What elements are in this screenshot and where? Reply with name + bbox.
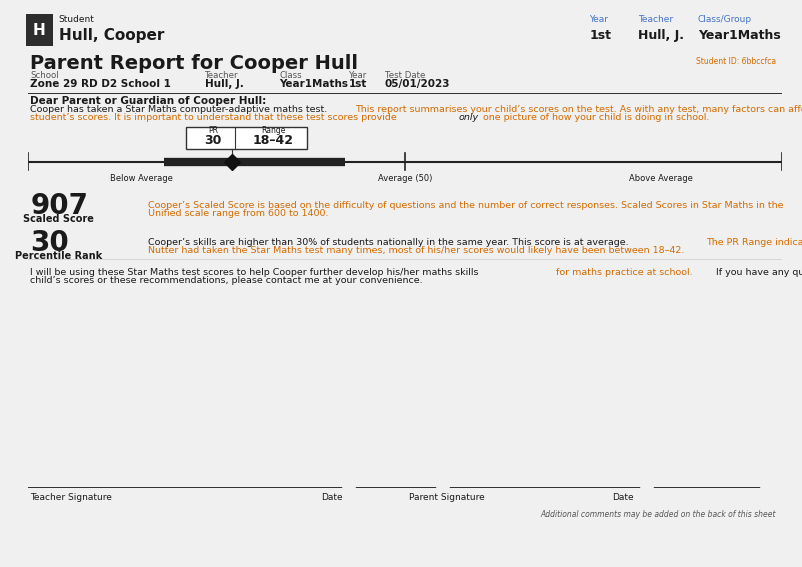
Text: Teacher: Teacher xyxy=(205,71,238,81)
Text: Year1Maths: Year1Maths xyxy=(698,29,780,42)
Text: Average (50): Average (50) xyxy=(378,174,432,183)
Text: 18–42: 18–42 xyxy=(253,134,294,147)
Text: This report summarises your child’s scores on the test. As with any test, many f: This report summarises your child’s scor… xyxy=(355,105,802,115)
Text: Student ID: 6bbccfca: Student ID: 6bbccfca xyxy=(696,57,776,66)
Text: Class/Group: Class/Group xyxy=(698,15,751,24)
Text: Date: Date xyxy=(612,493,634,502)
Text: one picture of how your child is doing in school.: one picture of how your child is doing i… xyxy=(480,113,710,122)
Text: Hull, Cooper: Hull, Cooper xyxy=(59,28,164,43)
Text: Year1Maths: Year1Maths xyxy=(279,79,348,89)
Text: Year: Year xyxy=(349,71,367,81)
Text: Date: Date xyxy=(321,493,342,502)
Text: Year: Year xyxy=(589,15,609,24)
Text: 30: 30 xyxy=(30,229,69,257)
Text: Cooper’s skills are higher than 30% of students nationally in the same year. Thi: Cooper’s skills are higher than 30% of s… xyxy=(148,238,632,247)
Text: Dear Parent or Guardian of Cooper Hull:: Dear Parent or Guardian of Cooper Hull: xyxy=(30,96,267,106)
Text: Class: Class xyxy=(279,71,302,81)
Text: Student: Student xyxy=(59,15,95,24)
Text: Teacher: Teacher xyxy=(638,15,673,24)
Text: child’s scores or these recommendations, please contact me at your convenience.: child’s scores or these recommendations,… xyxy=(30,276,423,285)
Text: Percentile Rank: Percentile Rank xyxy=(15,251,102,261)
Text: Parent Report for Cooper Hull: Parent Report for Cooper Hull xyxy=(30,54,358,73)
Text: only: only xyxy=(459,113,479,122)
FancyBboxPatch shape xyxy=(186,127,307,149)
Text: Below Average: Below Average xyxy=(110,174,172,183)
Text: student’s scores. It is important to understand that these test scores provide: student’s scores. It is important to und… xyxy=(30,113,400,122)
Text: for maths practice at school.: for maths practice at school. xyxy=(556,268,692,277)
Text: Above Average: Above Average xyxy=(630,174,693,183)
Text: Hull, J.: Hull, J. xyxy=(205,79,243,89)
Text: Additional comments may be added on the back of this sheet: Additional comments may be added on the … xyxy=(541,510,776,519)
Text: I will be using these Star Maths test scores to help Cooper further develop his/: I will be using these Star Maths test sc… xyxy=(30,268,482,277)
Text: Hull, J.: Hull, J. xyxy=(638,29,683,42)
Text: Range: Range xyxy=(261,126,286,135)
Text: Nutter had taken the Star Maths test many times, most of his/her scores would li: Nutter had taken the Star Maths test man… xyxy=(148,246,685,255)
Text: 1st: 1st xyxy=(589,29,611,42)
Text: 05/01/2023: 05/01/2023 xyxy=(385,79,451,89)
Text: H: H xyxy=(33,23,46,38)
Text: 30: 30 xyxy=(204,134,221,147)
Text: The PR Range indicates that, if: The PR Range indicates that, if xyxy=(707,238,802,247)
Text: PR: PR xyxy=(208,126,218,135)
Text: Test Date: Test Date xyxy=(385,71,425,81)
Text: 907: 907 xyxy=(30,192,88,220)
Text: Scaled Score: Scaled Score xyxy=(23,214,94,224)
Text: If you have any questions about your: If you have any questions about your xyxy=(713,268,802,277)
Text: Teacher Signature: Teacher Signature xyxy=(30,493,112,502)
Text: Parent Signature: Parent Signature xyxy=(409,493,484,502)
Text: Unified scale range from 600 to 1400.: Unified scale range from 600 to 1400. xyxy=(148,209,329,218)
Text: 1st: 1st xyxy=(349,79,367,89)
Text: Cooper’s Scaled Score is based on the difficulty of questions and the number of : Cooper’s Scaled Score is based on the di… xyxy=(148,201,784,210)
Text: Cooper has taken a Star Maths computer-adaptive maths test.: Cooper has taken a Star Maths computer-a… xyxy=(30,105,330,115)
Text: Zone 29 RD D2 School 1: Zone 29 RD D2 School 1 xyxy=(30,79,172,89)
Text: School: School xyxy=(30,71,59,81)
